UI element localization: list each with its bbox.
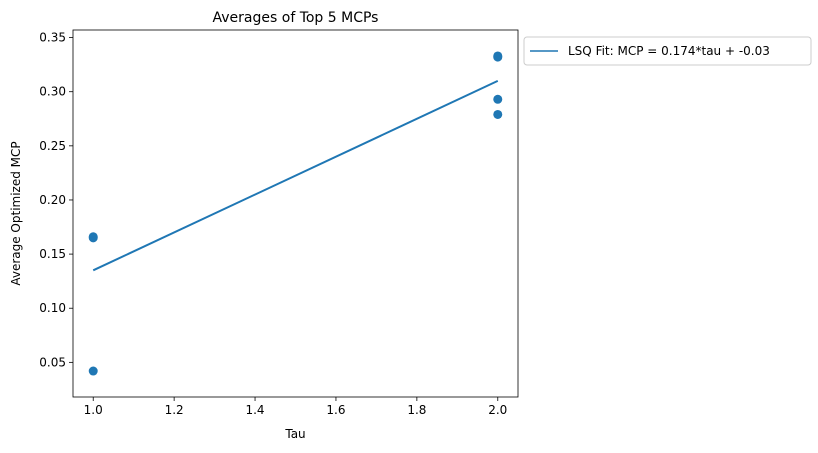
legend: LSQ Fit: MCP = 0.174*tau + -0.03 <box>523 36 812 66</box>
y-axis-label: Average Optimized MCP <box>9 141 23 285</box>
fit-line <box>92 79 499 272</box>
y-axis: 0.05 0.10 0.15 0.20 0.25 0.30 0.35 <box>39 31 73 369</box>
data-point <box>88 233 98 243</box>
x-tick-label: 2.0 <box>488 403 507 417</box>
fit-layer <box>92 79 499 272</box>
data-point <box>493 52 503 62</box>
x-axis-label: Tau <box>284 427 305 441</box>
plot-area <box>73 30 518 397</box>
chart-title: Averages of Top 5 MCPs <box>213 10 379 26</box>
y-tick-label: 0.35 <box>39 31 66 45</box>
x-tick-label: 1.0 <box>84 403 103 417</box>
y-tick-label: 0.30 <box>39 85 66 99</box>
points-layer <box>88 51 503 376</box>
data-point <box>88 366 98 376</box>
plot-frame <box>72 29 519 398</box>
x-tick-label: 1.6 <box>326 403 345 417</box>
x-axis: 1.0 1.2 1.4 1.6 1.8 2.0 <box>84 397 507 417</box>
legend-label: LSQ Fit: MCP = 0.174*tau + -0.03 <box>568 44 770 58</box>
data-point <box>493 94 503 104</box>
y-tick-label: 0.10 <box>39 301 66 315</box>
legend-box <box>523 36 812 66</box>
y-tick-label: 0.15 <box>39 247 66 261</box>
y-tick-label: 0.25 <box>39 139 66 153</box>
y-tick-label: 0.20 <box>39 193 66 207</box>
x-tick-label: 1.2 <box>165 403 184 417</box>
x-tick-label: 1.4 <box>245 403 264 417</box>
data-point <box>493 109 503 119</box>
x-tick-label: 1.8 <box>407 403 426 417</box>
y-tick-label: 0.05 <box>39 355 66 369</box>
